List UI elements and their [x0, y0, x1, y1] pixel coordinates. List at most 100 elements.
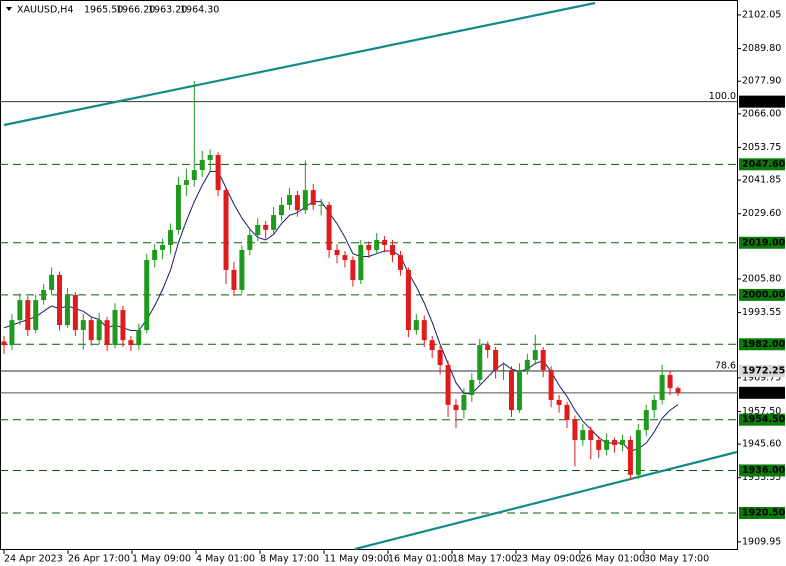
level-label: 1920.50	[742, 507, 786, 518]
candle-body	[88, 320, 94, 341]
level-label: 2000.00	[742, 289, 786, 300]
fib-label: 78.6	[715, 361, 736, 372]
candle-body	[548, 370, 554, 400]
level-label-box	[739, 365, 785, 378]
candle-body	[580, 430, 586, 440]
level-label: 1964.30	[742, 387, 786, 398]
x-tick-label: 18 May 17:00	[452, 554, 517, 565]
candle-body	[421, 320, 427, 341]
candle-body	[64, 294, 70, 326]
level-label-box	[739, 338, 785, 351]
trend-line	[3, 1, 596, 127]
candle-body	[508, 370, 514, 411]
candle-body	[397, 255, 403, 270]
menu-arrow[interactable]	[6, 7, 12, 11]
candle-body	[453, 404, 459, 411]
candle-body	[302, 190, 308, 211]
header-low: 1963.20	[148, 5, 187, 16]
candle-body	[41, 289, 47, 301]
candle-body	[540, 350, 546, 371]
x-tick-label: 24 Apr 2023	[4, 554, 63, 565]
candle-body	[532, 350, 538, 360]
level-label-box	[739, 386, 785, 399]
candle-body	[382, 240, 388, 245]
candle-body	[659, 374, 665, 400]
candle-body	[390, 244, 396, 256]
candle-body	[57, 274, 63, 326]
x-tick-label: 26 Apr 17:00	[68, 554, 130, 565]
candle-body	[493, 350, 499, 371]
candle-body	[485, 345, 491, 351]
candle-body	[334, 249, 340, 256]
candle-body	[33, 300, 39, 330]
candle-body	[152, 249, 158, 261]
candle-body	[413, 320, 419, 330]
candle-body	[635, 430, 641, 475]
candle-body	[477, 345, 483, 380]
level-label: 2019.00	[742, 237, 786, 248]
candle-body	[17, 300, 23, 321]
candle-body	[437, 350, 443, 366]
y-tick-label: 2029.60	[742, 208, 781, 219]
candle-body	[374, 240, 380, 250]
symbol-title: XAUUSD,H4	[17, 5, 73, 16]
candle-body	[445, 365, 451, 405]
candle-body	[310, 190, 316, 205]
candle-body	[596, 440, 602, 450]
y-tick-label: 2102.05	[742, 9, 781, 20]
candle-body	[96, 320, 102, 341]
candle-body	[9, 320, 15, 346]
x-tick-label: 16 May 01:00	[388, 554, 453, 565]
candle-body	[572, 419, 578, 440]
candle-body	[207, 154, 213, 160]
candle-body	[168, 229, 174, 245]
header-close: 1964.30	[180, 5, 219, 16]
level-label-box	[739, 95, 785, 108]
y-tick-label: 2066.00	[742, 108, 781, 119]
candle-body	[144, 260, 150, 330]
candle-body	[612, 440, 618, 445]
candle-body	[271, 215, 277, 230]
x-tick-label: 11 May 09:00	[324, 554, 389, 565]
candle-body	[588, 430, 594, 440]
y-tick-label: 1933.35	[742, 472, 781, 483]
candle-body	[80, 320, 86, 330]
x-tick-label: 1 May 09:00	[132, 554, 191, 565]
level-label: 2047.60	[742, 159, 786, 170]
candle-body	[675, 388, 681, 393]
candle-body	[556, 399, 562, 405]
level-label: 1954.50	[742, 414, 786, 425]
y-tick-label: 2053.75	[742, 142, 781, 153]
candle-body	[239, 249, 245, 290]
candle-body	[223, 190, 229, 270]
candle-body	[255, 224, 261, 236]
level-label-box	[739, 236, 785, 249]
candle-body	[136, 330, 142, 346]
x-tick-label: 4 May 01:00	[196, 554, 255, 565]
level-label-box	[739, 413, 785, 426]
header-high: 1966.20	[116, 5, 155, 16]
y-tick-label: 2005.80	[742, 273, 781, 284]
x-tick-label: 26 May 01:00	[580, 554, 645, 565]
x-tick-label: 8 May 17:00	[260, 554, 319, 565]
candle-body	[501, 370, 507, 372]
candle-body	[461, 395, 467, 411]
y-tick-label: 2089.80	[742, 43, 781, 54]
y-tick-label: 1945.60	[742, 439, 781, 450]
candle-body	[405, 269, 411, 330]
candle-body	[183, 179, 189, 185]
candle-body	[263, 224, 269, 230]
candle-body	[342, 255, 348, 261]
candle-body	[49, 274, 55, 290]
candle-body	[231, 269, 237, 290]
level-label-box	[739, 158, 785, 171]
candle-body	[524, 359, 530, 371]
level-label: 1972.25	[742, 366, 785, 377]
candle-body	[651, 399, 657, 411]
level-label-box	[739, 464, 785, 477]
candle-body	[279, 204, 285, 216]
candle-body	[199, 159, 205, 171]
candle-body	[604, 440, 610, 450]
candle-body	[318, 204, 324, 206]
y-tick-label: 1993.55	[742, 307, 781, 318]
